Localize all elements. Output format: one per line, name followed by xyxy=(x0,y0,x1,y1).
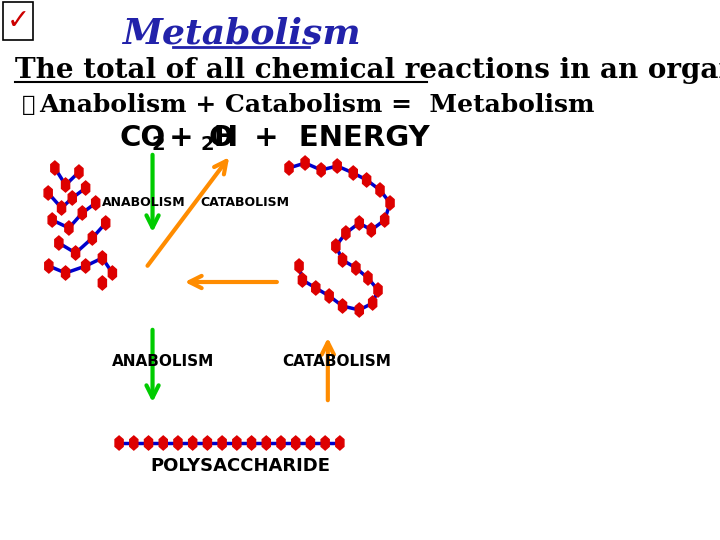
Text: Anabolism + Catabolism =  Metabolism: Anabolism + Catabolism = Metabolism xyxy=(39,93,594,117)
Text: ANABOLISM: ANABOLISM xyxy=(112,354,215,369)
Text: 2: 2 xyxy=(151,136,165,154)
Text: 2: 2 xyxy=(201,136,215,154)
Text: +  H: + H xyxy=(158,124,238,152)
Text: ANABOLISM: ANABOLISM xyxy=(102,195,185,208)
Text: Metabolism: Metabolism xyxy=(122,17,360,51)
Text: ✓: ✓ xyxy=(22,94,35,116)
Text: The total of all chemical reactions in an organism: The total of all chemical reactions in a… xyxy=(14,57,720,84)
Text: ✓: ✓ xyxy=(6,7,30,35)
Bar xyxy=(4,2,33,40)
Text: CATABOLISM: CATABOLISM xyxy=(201,195,289,208)
Text: POLYSACCHARIDE: POLYSACCHARIDE xyxy=(151,457,331,475)
Text: O  +  ENERGY: O + ENERGY xyxy=(209,124,429,152)
Text: CATABOLISM: CATABOLISM xyxy=(282,354,391,369)
Text: CO: CO xyxy=(119,124,166,152)
